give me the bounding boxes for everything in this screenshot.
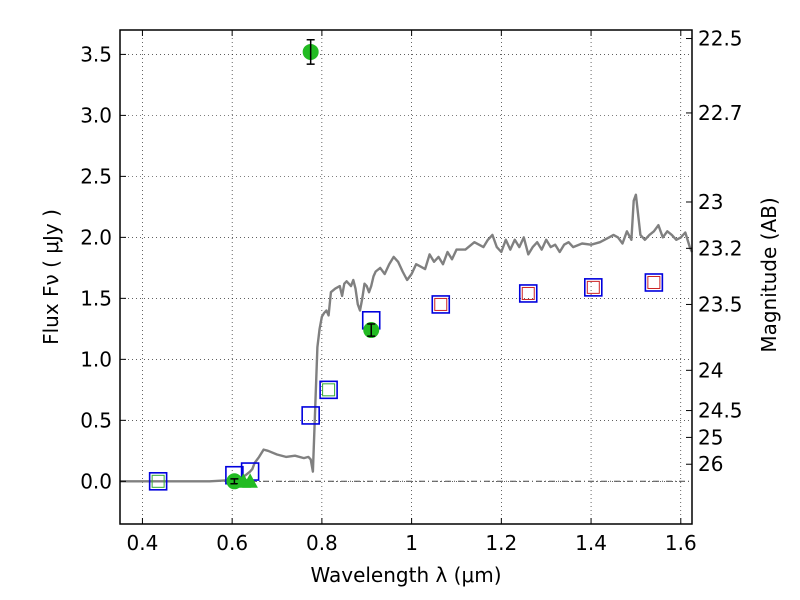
x-tick-label: 1.6 xyxy=(665,531,697,555)
x-tick-label: 1.2 xyxy=(485,531,517,555)
inner-square xyxy=(647,275,661,289)
y-tick-label: 1.5 xyxy=(80,286,112,310)
y-axis: 0.0 0.5 1.0 1.5 2.0 2.5 3.0 3.5 xyxy=(80,42,126,493)
right-magnitude-axis: 22.5 22.7 23 23.2 23.5 24 24.525 26 xyxy=(686,27,743,476)
inner-square xyxy=(521,286,535,300)
x-axis-label: Wavelength λ (μm) xyxy=(310,563,501,587)
y-tick-label: 0.5 xyxy=(80,408,112,432)
right-axis-label: Magnitude (AB) xyxy=(757,197,781,352)
y-tick-label: 2.0 xyxy=(80,225,112,249)
right-tick-label: 24 xyxy=(698,358,723,382)
model-photometry-square xyxy=(584,278,603,297)
model-photometry-square xyxy=(301,406,320,425)
upper-limit-triangle xyxy=(242,473,258,488)
model-photometry-square xyxy=(319,380,338,400)
right-tick-label: 22.7 xyxy=(698,101,743,125)
inner-square xyxy=(434,297,448,311)
y-axis-label: Flux Fν ( μJy ) xyxy=(39,209,63,345)
right-tick-label: 22.5 xyxy=(698,27,743,51)
inner-square xyxy=(586,280,600,294)
right-tick-label: 23.2 xyxy=(698,236,743,260)
right-tick-label: 25 xyxy=(698,425,723,449)
x-tick-label: 0.8 xyxy=(306,531,338,555)
y-tick-label: 3.0 xyxy=(80,103,112,127)
x-axis: 0.4 0.6 0.8 1 1.2 1.4 1.6 xyxy=(127,30,697,555)
model-photometry-square xyxy=(148,472,168,491)
inner-square xyxy=(151,474,165,488)
grid-lines xyxy=(120,30,692,524)
model-spectrum-line xyxy=(120,193,694,483)
y-tick-label: 3.5 xyxy=(80,42,112,66)
y-tick-label: 0.0 xyxy=(80,469,112,493)
x-tick-label: 1.4 xyxy=(575,531,607,555)
plot-frame xyxy=(119,29,693,525)
model-photometry-square xyxy=(431,295,451,314)
markers xyxy=(148,39,664,491)
inner-square xyxy=(322,383,336,397)
y-tick-label: 2.5 xyxy=(80,164,112,188)
right-tick-label: 24.5 xyxy=(698,399,743,423)
model-photometry-square xyxy=(644,273,664,292)
y-tick-label: 1.0 xyxy=(80,347,112,371)
x-tick-label: 0.4 xyxy=(127,531,159,555)
x-tick-label: 0.6 xyxy=(216,531,248,555)
right-tick-label: 26 xyxy=(698,452,723,476)
right-tick-label: 23 xyxy=(698,190,723,214)
x-tick-label: 1 xyxy=(405,531,418,555)
model-photometry-square xyxy=(518,284,538,303)
model-spectrum xyxy=(120,193,694,483)
right-tick-label: 23.5 xyxy=(698,292,743,316)
